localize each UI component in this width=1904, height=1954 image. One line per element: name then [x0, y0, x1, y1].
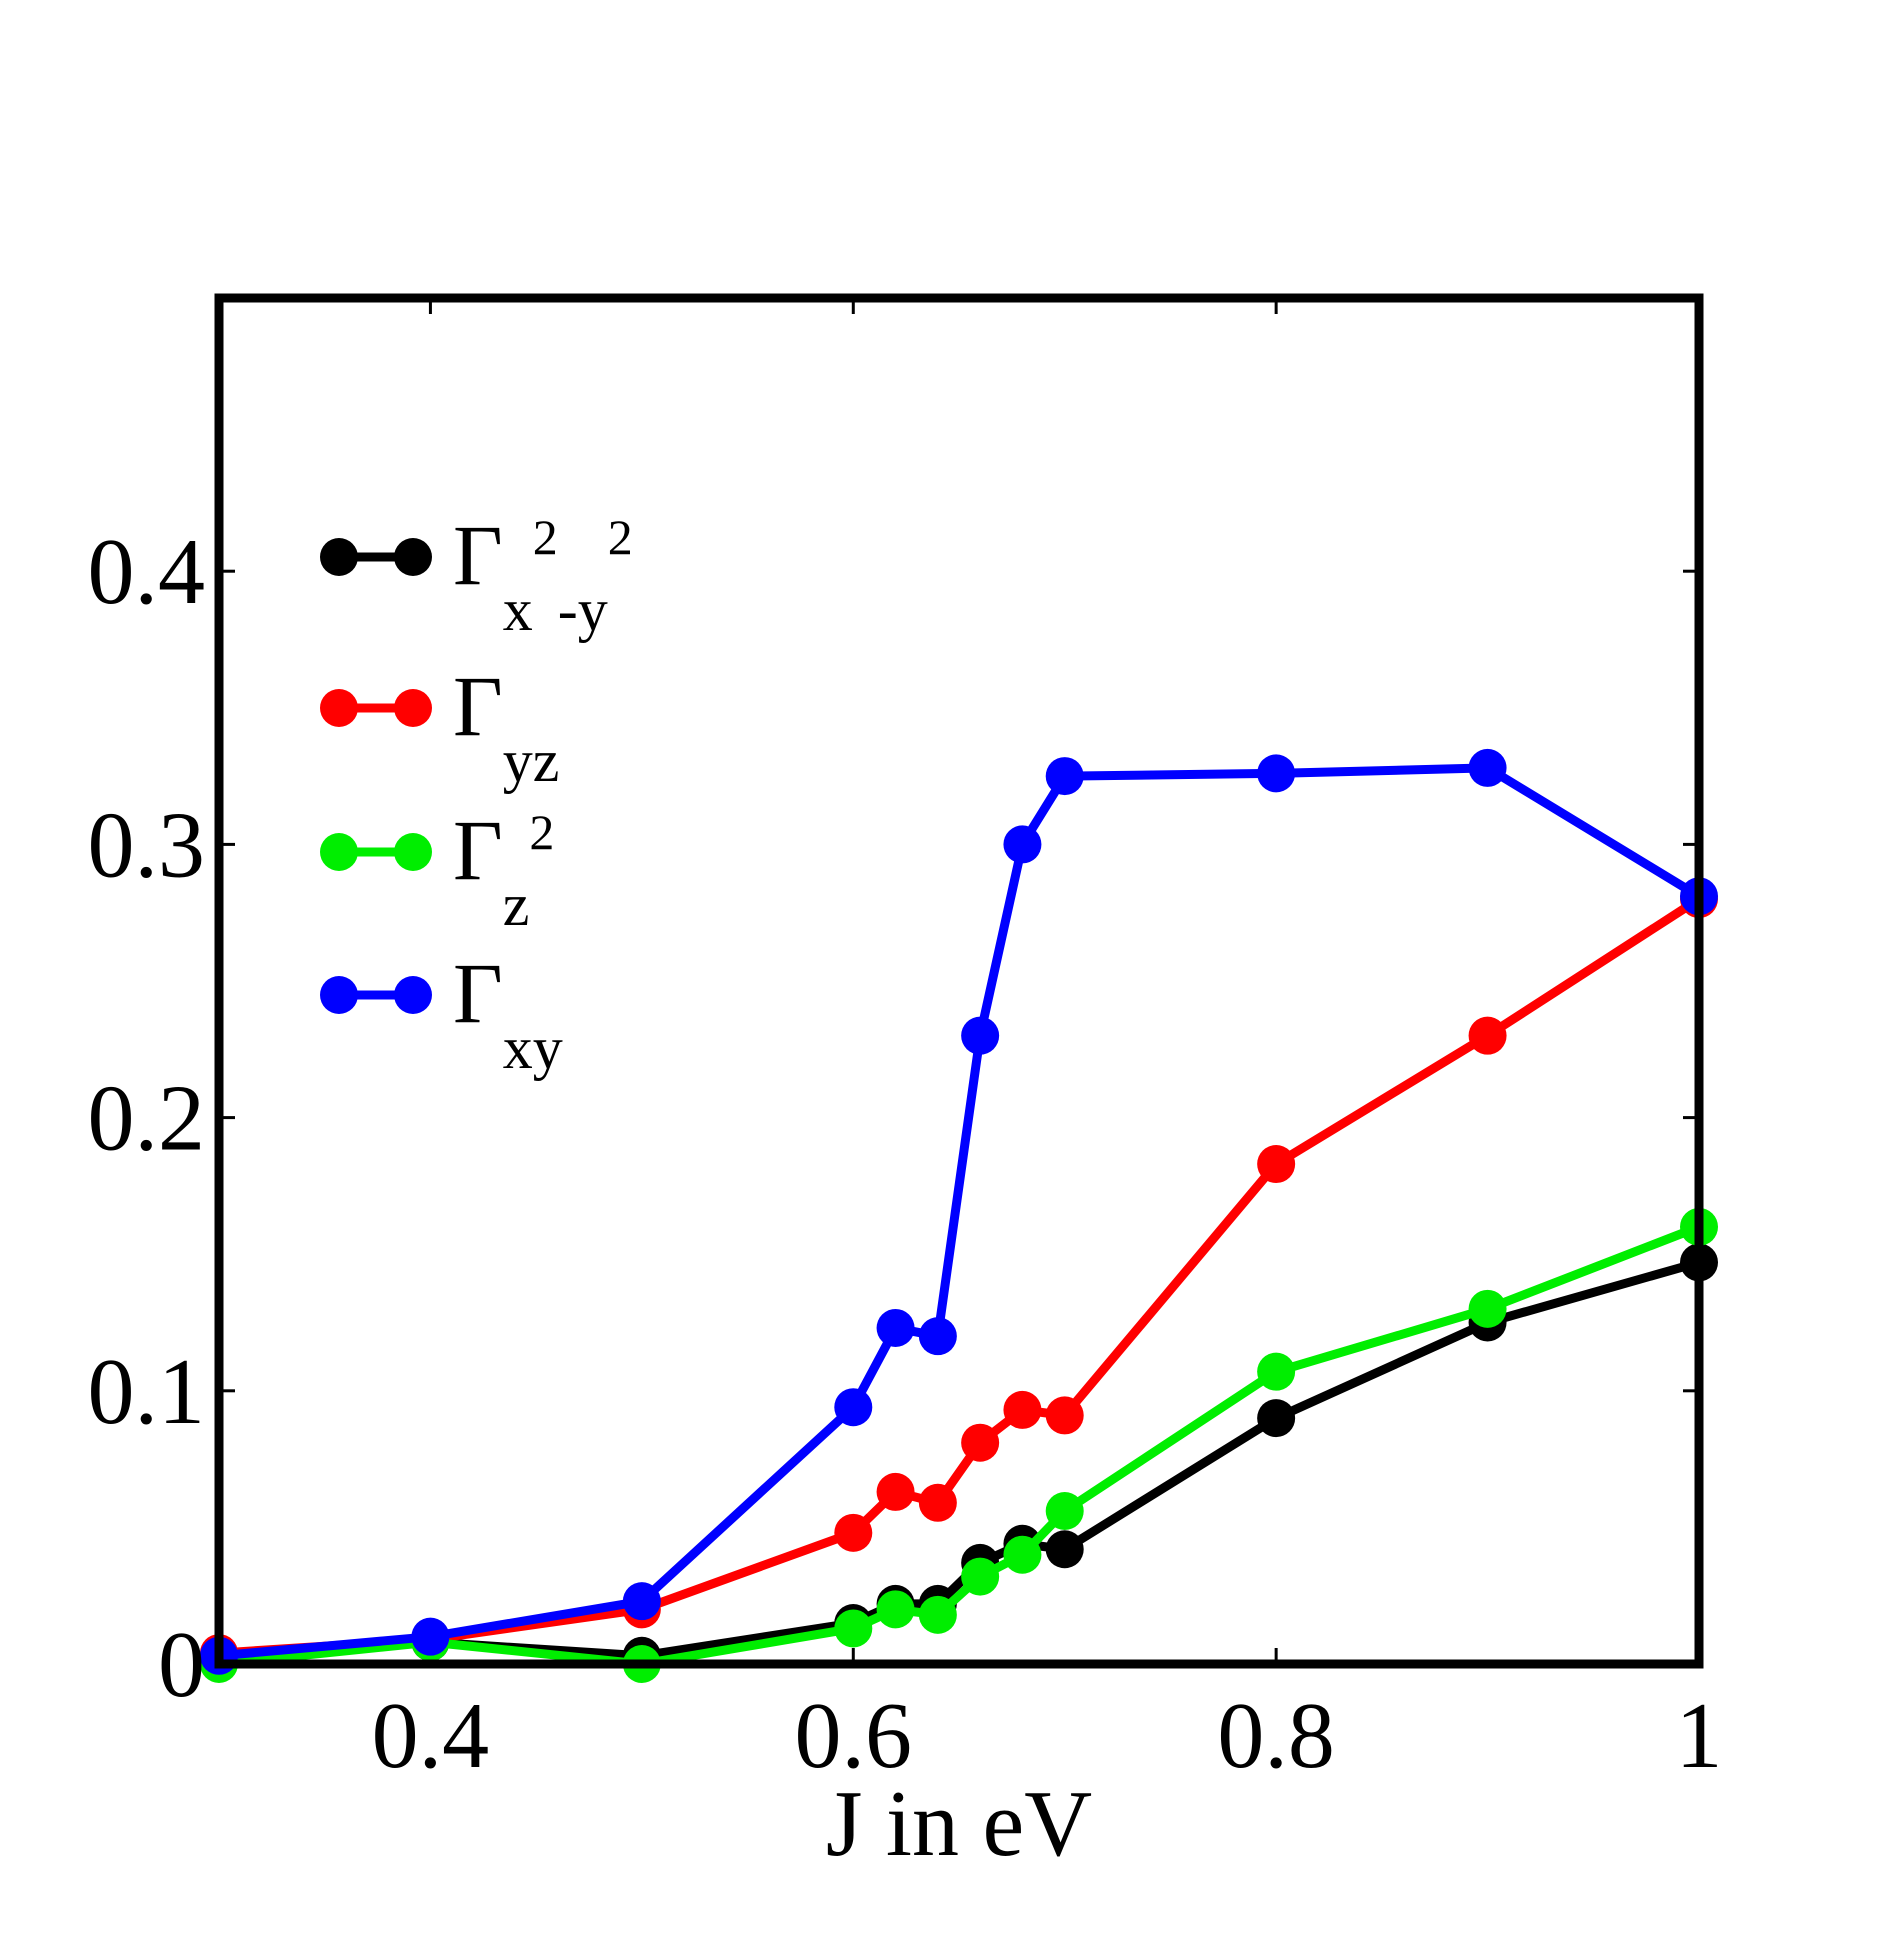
data-point: [834, 1514, 872, 1552]
y-tick-label: 0.1: [88, 1340, 206, 1444]
legend-marker: [320, 689, 358, 727]
ticks: [219, 298, 1699, 1664]
legend-marker: [394, 833, 432, 871]
data-point: [1046, 1492, 1084, 1530]
data-point: [1003, 1536, 1041, 1574]
legend-label: Γyz: [453, 658, 559, 794]
data-point: [961, 1017, 999, 1055]
series-3: [200, 1208, 1718, 1683]
data-point: [1469, 749, 1507, 787]
data-point: [411, 1618, 449, 1656]
legend-item: Γx2-y2: [320, 507, 633, 643]
legend-marker: [394, 689, 432, 727]
legend-item: Γz2: [320, 802, 554, 938]
data-point: [1046, 1530, 1084, 1568]
legend-marker: [394, 976, 432, 1014]
y-tick-label: 0.3: [88, 793, 206, 897]
data-point: [961, 1424, 999, 1462]
legend-item: Γxy: [320, 945, 563, 1081]
legend-label: Γxy: [453, 945, 563, 1081]
x-tick-label: 1: [1676, 1684, 1723, 1788]
x-tick-label: 0.4: [372, 1684, 490, 1788]
legend-marker: [320, 833, 358, 871]
data-point: [1469, 1290, 1507, 1328]
legend-marker: [320, 976, 358, 1014]
data-point: [919, 1317, 957, 1355]
data-point: [1046, 757, 1084, 795]
data-point: [1257, 1145, 1295, 1183]
plot-frame: [219, 298, 1699, 1664]
data-point: [834, 1609, 872, 1647]
series-line: [219, 899, 1699, 1653]
data-point: [1257, 1353, 1295, 1391]
legend-marker: [394, 538, 432, 576]
data-point: [877, 1590, 915, 1628]
series-layer: [200, 749, 1718, 1683]
data-point: [961, 1558, 999, 1596]
legend-label: Γx2-y2: [453, 507, 633, 643]
x-tick-label: 0.8: [1217, 1684, 1335, 1788]
data-point: [877, 1473, 915, 1511]
legend-item: Γyz: [320, 658, 559, 794]
legend-label: Γz2: [453, 802, 554, 938]
series-line: [219, 768, 1699, 1656]
y-tick-label: 0.2: [88, 1067, 206, 1171]
chart: 0.4 0.6 0.8 100.10.20.30.4 J in eV Γx2-y2Γy…: [0, 0, 1904, 1954]
y-tick-label: 0.4: [88, 520, 206, 624]
data-point: [877, 1309, 915, 1347]
series-4: [200, 749, 1718, 1675]
x-axis-label: J in eV: [826, 1772, 1092, 1876]
data-point: [1003, 825, 1041, 863]
legend-marker: [320, 538, 358, 576]
data-point: [1257, 1399, 1295, 1437]
data-point: [623, 1582, 661, 1620]
data-point: [1257, 754, 1295, 792]
data-point: [1046, 1396, 1084, 1434]
data-point: [1003, 1391, 1041, 1429]
data-point: [919, 1596, 957, 1634]
series-line: [219, 1227, 1699, 1664]
y-tick-label: 0: [158, 1613, 205, 1717]
data-point: [919, 1484, 957, 1522]
data-point: [1469, 1017, 1507, 1055]
data-point: [834, 1388, 872, 1426]
